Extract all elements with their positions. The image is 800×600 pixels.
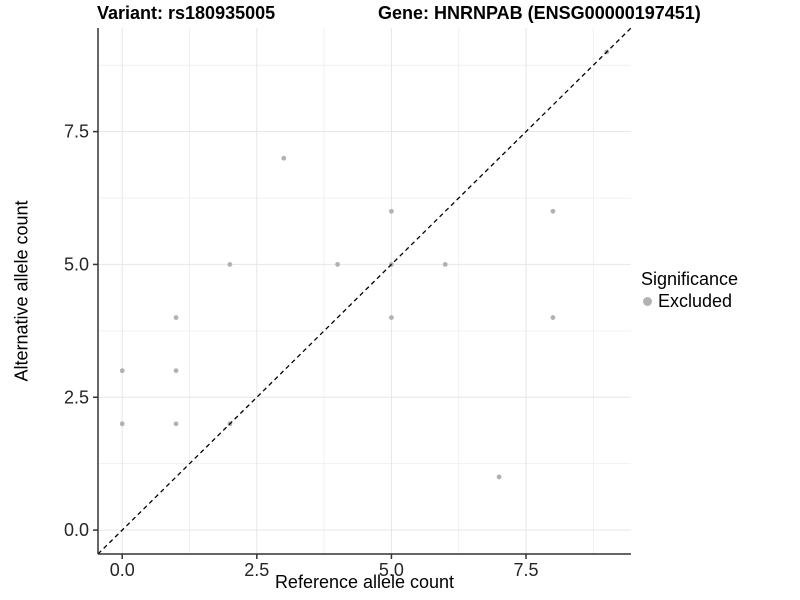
data-point	[442, 262, 448, 267]
y-tick-label: 5.0	[64, 254, 89, 274]
y-tick-label: 7.5	[64, 122, 89, 142]
gene-title: Gene: HNRNPAB (ENSG00000197451)	[378, 3, 701, 23]
data-point	[281, 155, 287, 161]
variant-title: Variant: rs180935005	[97, 3, 276, 23]
y-axis-title: Alternative allele count	[11, 200, 32, 382]
data-point	[119, 368, 125, 374]
x-tick-label: 7.5	[513, 560, 538, 580]
data-point	[389, 208, 394, 214]
data-point	[550, 208, 556, 214]
identity-line	[97, 27, 632, 555]
x-axis-title: Reference allele count	[274, 572, 455, 592]
legend-item: Excluded	[643, 291, 738, 312]
data-point	[173, 315, 179, 320]
x-tick-label: 2.5	[244, 560, 269, 580]
legend: Significance Excluded	[641, 269, 738, 312]
data-point	[119, 421, 125, 427]
data-point	[227, 262, 233, 267]
data-point	[496, 474, 502, 480]
x-tick-label: 0.0	[110, 560, 135, 580]
data-point	[335, 262, 340, 267]
data-point	[550, 315, 556, 320]
data-point	[173, 368, 179, 374]
y-tick-label: 2.5	[64, 387, 89, 407]
legend-title: Significance	[641, 269, 739, 289]
x-tick-label: 5.0	[379, 560, 404, 580]
data-point	[389, 315, 394, 320]
y-tick-label: 0.0	[64, 520, 89, 540]
legend-item-label: Excluded	[658, 291, 733, 311]
data-point	[173, 421, 179, 427]
legend-point-icon	[643, 297, 652, 306]
